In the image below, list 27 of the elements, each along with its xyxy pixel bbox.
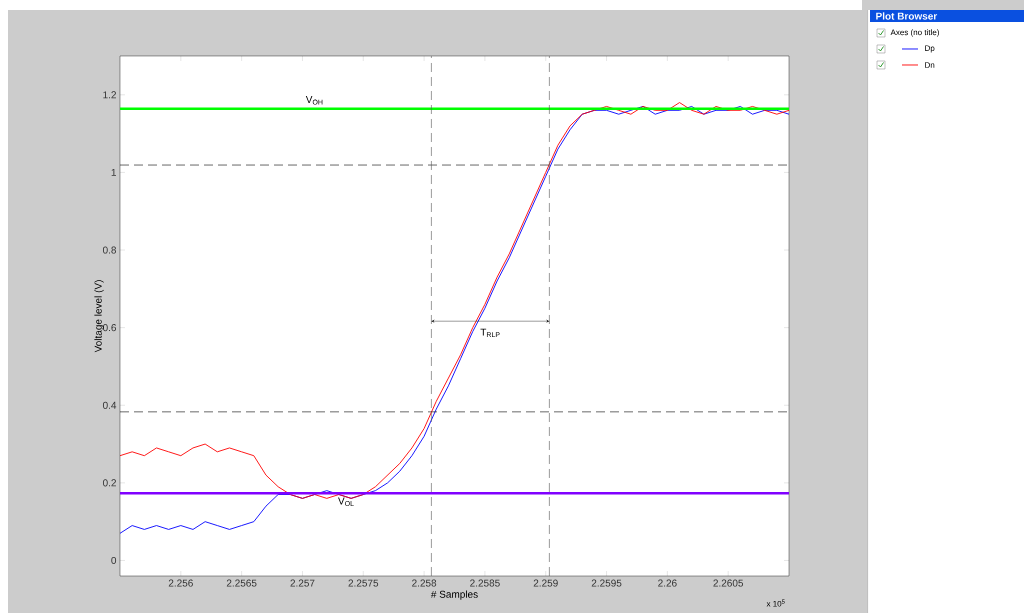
x-tick-label: 2.2575: [348, 579, 379, 587]
legend-label: Dn: [925, 62, 935, 68]
x-axis-title: # Samples: [430, 590, 478, 600]
x-tick-label: 2.2605: [713, 579, 744, 587]
x-tick-label: 2.2585: [470, 579, 500, 587]
x-tick-label: 2.259: [533, 579, 558, 587]
annotation: V$_{OL}$: [338, 497, 354, 506]
legend-label: Dp: [925, 45, 935, 53]
y-tick-label: 0.8: [102, 246, 117, 254]
legend-title: Plot Browser: [876, 12, 938, 20]
text: x 10$^{5}$: [766, 599, 785, 607]
x-tick-label: 2.256: [168, 579, 193, 587]
y-tick-label: 1: [111, 168, 116, 176]
text: Axes (no title): [890, 29, 939, 37]
annotation: V$_{OH}$: [305, 96, 323, 105]
y-tick-label: 0.4: [102, 401, 117, 409]
y-tick-label: 0.2: [102, 479, 116, 487]
x-tick-label: 2.26: [658, 579, 677, 587]
y-axis-title: Voltage level (V): [94, 280, 104, 353]
y-tick-label: 0.6: [102, 324, 117, 332]
x-tick-label: 2.257: [290, 579, 315, 587]
annotation: T$_{RLP}$: [480, 328, 500, 338]
x-tick-label: 2.2595: [591, 579, 622, 587]
x-tick-label: 2.258: [412, 579, 437, 587]
x-tick-label: 2.2565: [226, 579, 257, 587]
y-tick-label: 0: [111, 556, 117, 565]
y-tick-label: 1.2: [103, 91, 116, 99]
